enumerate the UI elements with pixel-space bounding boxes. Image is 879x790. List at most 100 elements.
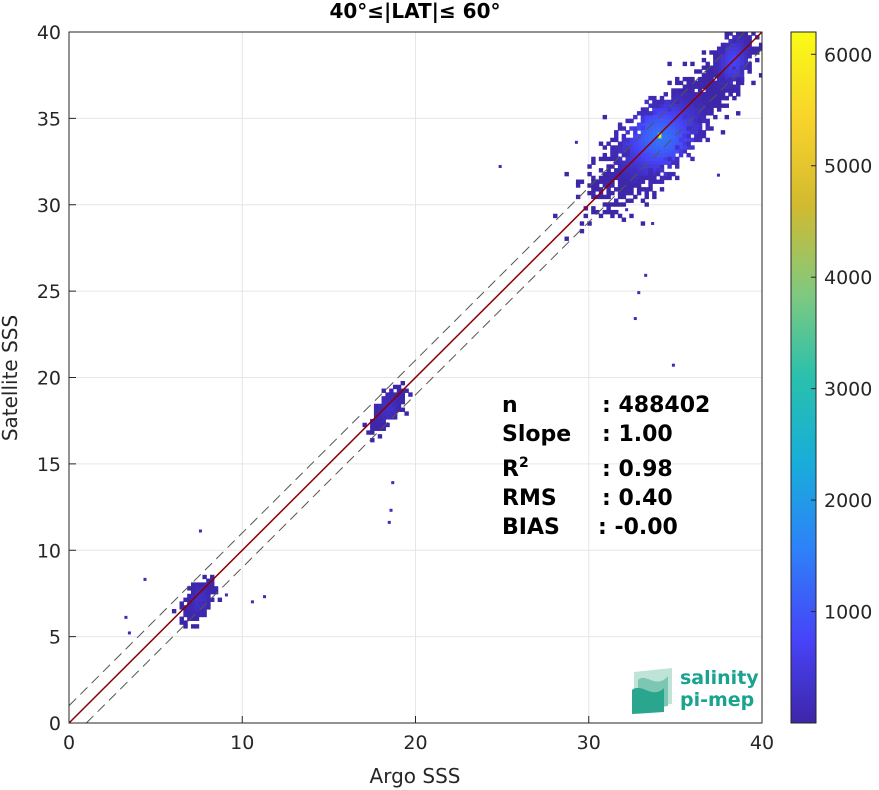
- heatmap-cell: [625, 145, 630, 150]
- heatmap-cell: [732, 95, 737, 101]
- heatmap-cell: [564, 171, 569, 177]
- heatmap-cell: [621, 202, 627, 207]
- heatmap-cell: [720, 42, 726, 48]
- heatmap-cell: [663, 118, 669, 124]
- stat-value: : 488402: [602, 393, 710, 418]
- heatmap-cell: [655, 99, 661, 105]
- heatmap-cell: [678, 118, 684, 124]
- heatmap-cell: [671, 130, 676, 135]
- heatmap-cell: [392, 399, 398, 405]
- heatmap-cell: [381, 399, 386, 405]
- heatmap-cell: [187, 616, 192, 621]
- heatmap-cell: [190, 608, 196, 614]
- heatmap-cell: [743, 32, 749, 36]
- heatmap-cell: [724, 61, 729, 67]
- heatmap-cell: [644, 114, 649, 120]
- heatmap-cell: [682, 61, 688, 67]
- heatmap-cell: [728, 76, 733, 82]
- heatmap-cell: [709, 50, 714, 55]
- heatmap-cell: [652, 95, 657, 101]
- heatmap-cell: [640, 126, 646, 131]
- heatmap-cell: [640, 175, 646, 181]
- heatmap-cell: [644, 99, 649, 105]
- heatmap-cell: [720, 95, 726, 101]
- x-axis-label: Argo SSS: [370, 764, 461, 788]
- heatmap-cell: [636, 122, 642, 127]
- heatmap-cell: [629, 156, 634, 162]
- heatmap-cell: [610, 183, 615, 188]
- heatmap-cell: [739, 38, 745, 44]
- heatmap-cell: [690, 130, 695, 135]
- heatmap-cell: [705, 76, 710, 82]
- heatmap-cell: [644, 130, 649, 135]
- heatmap-cell: [389, 407, 394, 412]
- heatmap-cell: [633, 194, 638, 200]
- heatmap-cell: [194, 589, 200, 595]
- heatmap-cell: [659, 160, 665, 165]
- heatmap-cell: [675, 141, 680, 146]
- heatmap-cell: [663, 160, 669, 165]
- heatmap-cell: [716, 57, 722, 63]
- heatmap-cell: [751, 80, 756, 86]
- heatmap-cell: [682, 122, 688, 127]
- heatmap-cell: [198, 597, 204, 602]
- heatmap-cell: [713, 84, 718, 89]
- outlier-cell: [671, 363, 675, 367]
- heatmap-cell: [716, 103, 722, 108]
- heatmap-cell: [716, 76, 722, 82]
- y-axis-label: Satellite SSS: [0, 315, 22, 441]
- heatmap-cell: [663, 171, 669, 177]
- heatmap-cell: [697, 137, 703, 143]
- heatmap-cell: [739, 61, 745, 67]
- heatmap-cell: [667, 126, 672, 131]
- heatmap-cell: [690, 103, 695, 108]
- heatmap-cell: [667, 160, 672, 165]
- heatmap-cell: [682, 118, 688, 124]
- heatmap-cell: [675, 76, 680, 82]
- heatmap-cell: [198, 582, 204, 587]
- y-tick-label: 35: [37, 108, 61, 130]
- heatmap-cell: [709, 84, 714, 89]
- heatmap-cell: [648, 164, 653, 169]
- heatmap-cell: [701, 133, 707, 139]
- heatmap-cell: [694, 137, 699, 143]
- heatmap-cell: [183, 608, 188, 614]
- heatmap-cell: [621, 175, 627, 181]
- heatmap-cell: [602, 179, 608, 184]
- heatmap-cell: [709, 92, 714, 97]
- heatmap-cell: [636, 156, 642, 162]
- heatmap-cell: [747, 28, 751, 32]
- heatmap-cell: [625, 160, 630, 165]
- heatmap-cell: [629, 137, 634, 143]
- heatmap-cell: [659, 137, 665, 143]
- heatmap-cell: [690, 61, 695, 67]
- heatmap-cell: [396, 399, 402, 405]
- heatmap-cell: [621, 217, 627, 222]
- heatmap-cell: [682, 130, 688, 135]
- colorbar-tick-label: 4000: [824, 267, 872, 289]
- heatmap-cell: [682, 137, 688, 143]
- heatmap-cell: [190, 601, 196, 606]
- heatmap-cell: [709, 95, 714, 101]
- heatmap-cell: [724, 88, 729, 93]
- outlier-cell: [574, 140, 578, 144]
- heatmap-cell: [671, 88, 676, 93]
- heatmap-cell: [621, 160, 627, 165]
- heatmap-cell: [385, 399, 390, 405]
- heatmap-cell: [736, 76, 741, 82]
- heatmap-cell: [633, 133, 638, 139]
- heatmap-cell: [690, 122, 695, 127]
- heatmap-cell: [610, 190, 615, 196]
- heatmap-cell: [198, 593, 204, 599]
- heatmap-cell: [404, 388, 409, 393]
- heatmap-cell: [396, 384, 402, 390]
- heatmap-cell: [701, 92, 707, 97]
- heatmap-cell: [198, 605, 204, 610]
- heatmap-cell: [728, 65, 733, 70]
- heatmap-cell: [659, 133, 665, 139]
- stat-value: : 1.00: [602, 422, 673, 447]
- heatmap-cell: [625, 141, 630, 146]
- heatmap-cell: [606, 175, 611, 181]
- heatmap-cell: [747, 69, 752, 74]
- heatmap-cell: [675, 95, 680, 101]
